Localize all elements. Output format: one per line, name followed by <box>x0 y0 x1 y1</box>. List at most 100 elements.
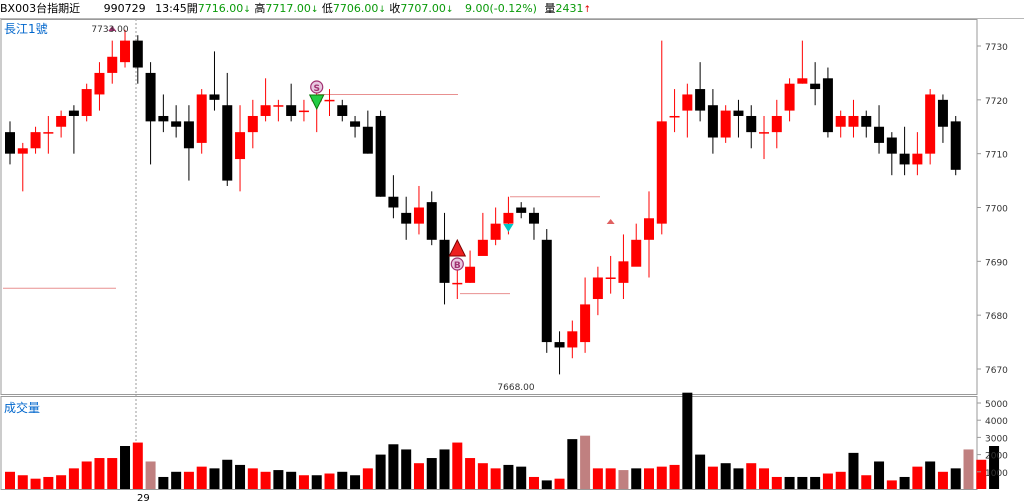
candle-body-up <box>835 115 846 127</box>
volume-bar <box>68 468 79 489</box>
candle-body-down <box>439 239 450 283</box>
volume-bar <box>375 454 386 489</box>
candle-body-up <box>413 207 424 224</box>
volume-bar <box>490 468 501 489</box>
candle-body-up <box>503 212 514 224</box>
volume-bar <box>759 468 770 489</box>
candle-body-down <box>426 202 437 240</box>
high-value: 7717.00 <box>265 2 311 15</box>
candle-body-up <box>260 105 271 116</box>
candle-body-up <box>682 94 693 111</box>
close-label: 收 <box>389 2 401 15</box>
volume-bar <box>656 466 667 489</box>
high-price-annotation: 7733.00 <box>91 25 128 35</box>
volume-bar <box>298 475 309 489</box>
volume-bar <box>362 468 373 489</box>
volume-bar <box>401 449 412 489</box>
candle-body-down <box>822 78 833 133</box>
high-label: 高 <box>254 2 266 15</box>
close-value: 7707.00 <box>400 2 446 15</box>
quote-header: BX003台指期近 990729 13:45開7716.00↓ 高7717.00… <box>0 0 1024 19</box>
volume-bar <box>132 442 143 489</box>
volume-bar <box>541 480 552 489</box>
candle-body-down <box>209 94 220 100</box>
volume-bar <box>771 476 782 489</box>
volume-bar <box>209 468 220 489</box>
volume-bar <box>350 475 361 489</box>
candle-body-up <box>235 132 246 160</box>
volume-bar <box>286 471 297 489</box>
volume-bar <box>183 471 194 489</box>
candle-body-down <box>337 105 348 116</box>
price-tick-label: 7720 <box>985 97 1008 107</box>
candle-body-up <box>56 115 67 127</box>
candle-body-up <box>477 239 488 256</box>
volume-bar <box>912 466 923 489</box>
candle-body-down <box>810 83 821 90</box>
candle-body-up <box>490 223 501 240</box>
candle-body-down <box>541 239 552 343</box>
sell-arrow-icon <box>308 94 325 111</box>
volume-bar <box>158 476 169 489</box>
volume-bar <box>5 471 15 489</box>
candle-body-up <box>324 99 335 102</box>
price-tick-label: 7730 <box>985 43 1008 53</box>
candle-body-up <box>17 148 28 154</box>
volume-bar <box>337 471 348 489</box>
candle-body-down <box>528 212 539 224</box>
candle-body-up <box>925 94 936 154</box>
volume-bar <box>222 459 233 489</box>
volume-bar <box>145 461 156 489</box>
symbol-code: BX003 <box>0 2 37 15</box>
candle-body-up <box>120 40 131 63</box>
candle-body-up <box>273 105 284 107</box>
candle-body-down <box>950 121 961 170</box>
volume-bar <box>682 392 693 489</box>
volume-bar <box>976 459 987 489</box>
date-marker-label: 29 <box>137 493 150 503</box>
buy-signal-letter: B <box>454 261 461 271</box>
volume-bar <box>707 466 718 489</box>
candle-body-down <box>937 99 948 127</box>
volume-bar <box>746 463 757 489</box>
candle-body-up <box>759 132 770 134</box>
candle-body-up <box>797 78 808 84</box>
price-tick-label: 7670 <box>985 366 1008 376</box>
volume-bar <box>925 461 936 489</box>
volume-bar <box>810 476 821 489</box>
volume-bar <box>950 468 961 489</box>
volume-bar <box>426 458 437 489</box>
candle-body-up <box>94 72 105 95</box>
candle-body-up <box>43 132 54 134</box>
candle-body-up <box>656 121 667 224</box>
candle-body-down <box>388 196 399 208</box>
open-value: 7716.00 <box>197 2 244 15</box>
candle-body-down <box>222 105 233 181</box>
candle-body-down <box>158 115 169 122</box>
down-arrow-icon: ↓ <box>243 5 251 15</box>
quote-time: 13:45 <box>155 2 187 15</box>
candle-body-down <box>746 115 757 133</box>
low-price-annotation: 7668.00 <box>497 383 534 393</box>
cyan-arrow-icon <box>503 224 514 232</box>
volume-bar <box>669 464 680 489</box>
volume-bar <box>695 454 706 489</box>
sell-signal-icon <box>310 80 324 94</box>
volume-bar <box>567 439 578 489</box>
volume-bar <box>43 476 54 489</box>
down-arrow-icon: ↓ <box>378 5 386 15</box>
candle-body-down <box>695 89 706 111</box>
buy-arrow-icon <box>448 238 467 257</box>
volume-bar <box>631 468 642 489</box>
volume-bar <box>56 475 67 489</box>
low-value: 7706.00 <box>332 2 379 15</box>
volume-bar <box>94 458 105 489</box>
candle-body-down <box>401 212 412 224</box>
candle-body-down <box>350 121 361 127</box>
volume-bar <box>528 476 539 489</box>
volume-bar <box>247 468 258 489</box>
small-up-arrow-icon <box>606 219 615 224</box>
candle-body-up <box>912 153 923 165</box>
volume-bar <box>822 473 833 489</box>
volume-bar <box>273 470 284 489</box>
